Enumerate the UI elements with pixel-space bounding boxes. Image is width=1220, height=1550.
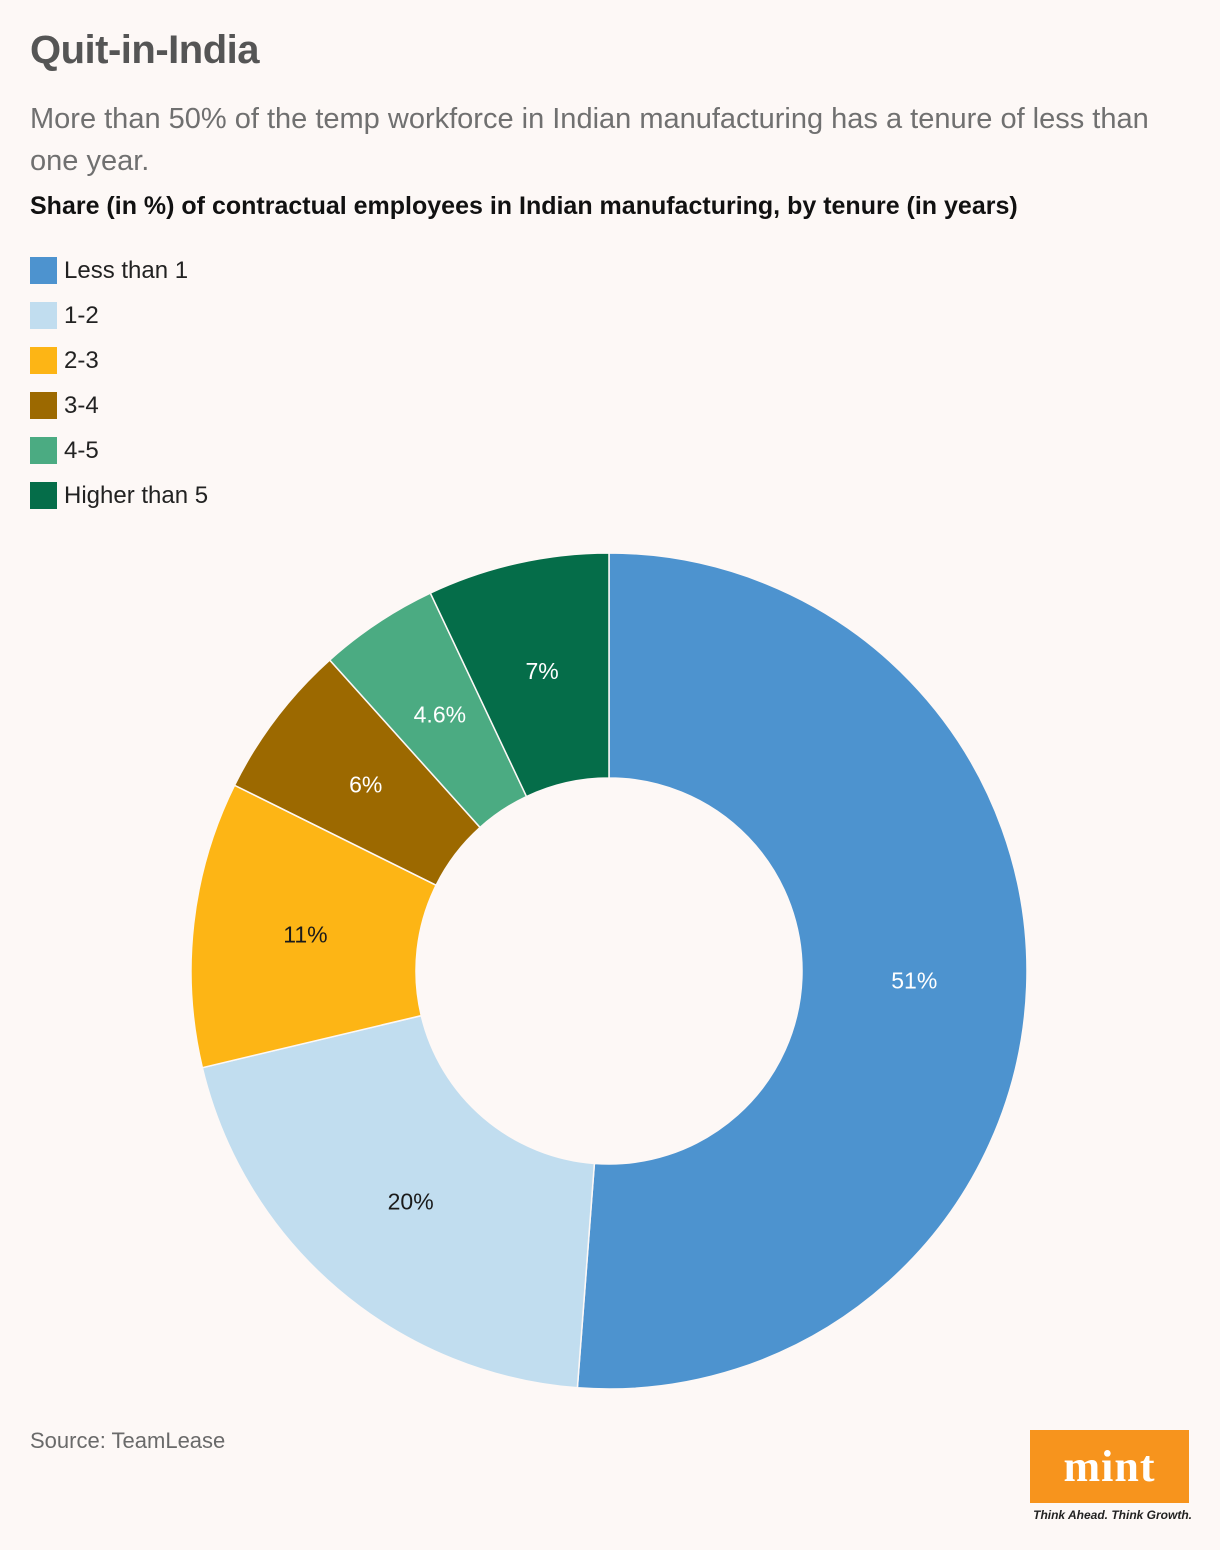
legend-label: 3-4 <box>64 391 99 419</box>
donut-slice <box>190 784 438 1069</box>
legend-swatch <box>30 392 57 419</box>
slice-data-label: 51% <box>891 968 937 994</box>
mint-logo: mint <box>1030 1430 1189 1503</box>
chart-heading: Share (in %) of contractual employees in… <box>30 192 1018 220</box>
legend-swatch <box>30 482 57 509</box>
donut-slice <box>576 552 1028 1390</box>
legend-item: Less than 1 <box>30 248 208 293</box>
donut-slice <box>201 1014 596 1389</box>
legend-swatch <box>30 302 57 329</box>
legend-label: 2-3 <box>64 346 99 374</box>
legend-label: 4-5 <box>64 436 99 464</box>
legend-label: 1-2 <box>64 301 99 329</box>
chart-subtitle: More than 50% of the temp workforce in I… <box>30 103 1149 177</box>
slice-data-label: 11% <box>283 921 327 947</box>
chart-title: Quit-in-India <box>30 28 260 72</box>
donut-chart: 51% 20% 11% 6% 4.6% 7% <box>190 552 1028 1390</box>
legend-item: 4-5 <box>30 428 208 473</box>
legend-item: 1-2 <box>30 293 208 338</box>
legend-swatch <box>30 347 57 374</box>
slice-data-label: 6% <box>349 771 382 797</box>
source-note: Source: TeamLease <box>30 1428 226 1453</box>
mint-logo-text: mint <box>1063 1442 1156 1491</box>
slice-data-label: 7% <box>525 658 558 684</box>
legend-item: 3-4 <box>30 383 208 428</box>
donut-slice <box>429 552 610 798</box>
legend: Less than 1 1-2 2-3 3-4 4-5 Higher than 5 <box>30 248 208 518</box>
legend-item: 2-3 <box>30 338 208 383</box>
slice-data-label: 20% <box>388 1188 434 1214</box>
logo-tagline: Think Ahead. Think Growth. <box>1033 1508 1192 1522</box>
legend-swatch <box>30 257 57 284</box>
legend-label: Less than 1 <box>64 256 189 284</box>
slice-data-label: 4.6% <box>414 702 466 728</box>
legend-swatch <box>30 437 57 464</box>
legend-item: Higher than 5 <box>30 473 208 518</box>
legend-label: Higher than 5 <box>64 481 209 509</box>
